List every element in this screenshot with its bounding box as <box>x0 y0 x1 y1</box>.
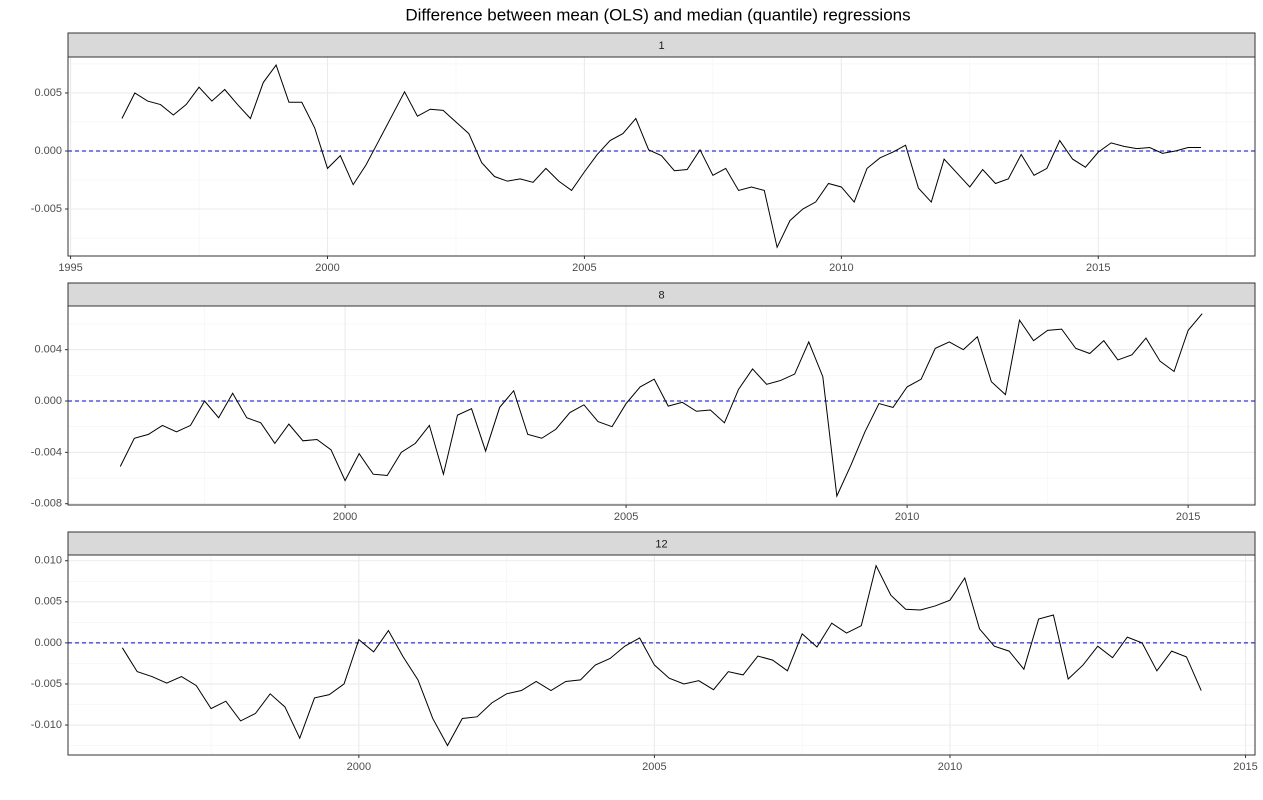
x-tick-label: 2010 <box>895 511 919 523</box>
panel-border <box>67 56 1256 257</box>
x-tick-label: 1995 <box>58 262 82 274</box>
panel-border <box>67 554 1256 756</box>
strip-label: 1 <box>658 40 664 52</box>
x-tick-label: 2000 <box>333 511 357 523</box>
y-tick-label: 0.000 <box>34 145 62 157</box>
y-tick-label: -0.005 <box>31 203 62 215</box>
y-tick-label: -0.008 <box>31 498 62 510</box>
y-tick-label: 0.000 <box>34 637 62 649</box>
y-tick-label: -0.005 <box>31 678 62 690</box>
panel-background <box>68 306 1255 505</box>
panel-border <box>67 305 1256 506</box>
data-line <box>121 64 1202 249</box>
x-tick-label: 2005 <box>614 511 638 523</box>
y-tick-label: -0.010 <box>31 719 62 731</box>
data-line <box>119 313 1203 498</box>
panel-background <box>68 57 1255 256</box>
strip-label: 12 <box>655 538 667 550</box>
x-tick-label: 2015 <box>1176 511 1200 523</box>
panel-background <box>68 555 1255 755</box>
x-tick-label: 2010 <box>829 262 853 274</box>
x-tick-label: 2015 <box>1233 761 1257 773</box>
chart-title: Difference between mean (OLS) and median… <box>405 5 910 24</box>
y-tick-label: 0.005 <box>34 596 62 608</box>
y-tick-label: 0.000 <box>34 395 62 407</box>
x-tick-label: 2000 <box>347 761 371 773</box>
x-tick-label: 2000 <box>315 262 339 274</box>
y-tick-label: -0.004 <box>31 446 62 458</box>
x-tick-label: 2005 <box>572 262 596 274</box>
strip-label: 8 <box>658 289 664 301</box>
y-tick-label: 0.005 <box>34 87 62 99</box>
y-tick-label: 0.004 <box>34 344 62 356</box>
y-tick-label: 0.010 <box>34 555 62 567</box>
x-tick-label: 2005 <box>642 761 666 773</box>
data-line <box>121 564 1202 747</box>
strip <box>67 32 1256 58</box>
x-tick-label: 2015 <box>1086 262 1110 274</box>
x-tick-label: 2010 <box>938 761 962 773</box>
